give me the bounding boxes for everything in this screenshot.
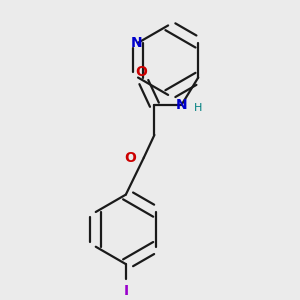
Text: N: N bbox=[176, 98, 188, 112]
Text: N: N bbox=[131, 36, 142, 50]
Text: O: O bbox=[135, 65, 147, 79]
Text: I: I bbox=[123, 284, 128, 298]
Text: H: H bbox=[194, 103, 202, 113]
Text: O: O bbox=[124, 151, 136, 165]
